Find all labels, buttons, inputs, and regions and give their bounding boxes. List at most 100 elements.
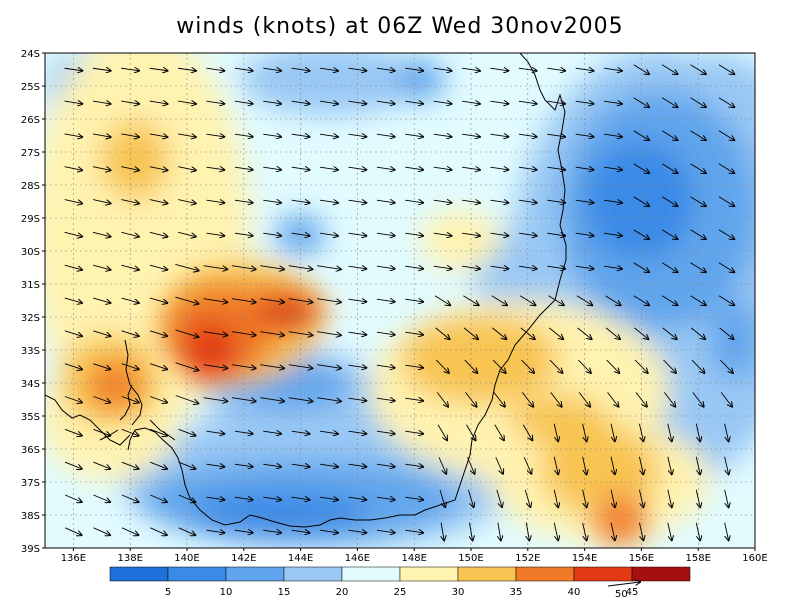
wind-vector — [547, 233, 565, 236]
wind-vector — [64, 134, 83, 137]
wind-vector — [439, 489, 445, 507]
wind-vector — [320, 530, 338, 533]
wind-vector — [234, 497, 253, 500]
wind-vector — [93, 363, 110, 370]
wind-vector — [288, 298, 313, 303]
wind-vector — [577, 327, 592, 339]
wind-vector — [553, 423, 558, 442]
wind-vector — [92, 68, 111, 71]
wind-vector — [263, 233, 281, 236]
wind-vector — [662, 327, 677, 339]
colorbar-label: 40 — [568, 587, 581, 598]
wind-vector — [317, 298, 341, 303]
wind-vector — [638, 522, 643, 541]
wind-vector — [575, 167, 594, 170]
wind-vector — [582, 456, 587, 475]
wind-vector — [260, 265, 284, 270]
reference-vector-label: 50 — [615, 589, 628, 600]
wind-vector — [149, 297, 167, 303]
wind-speed-field — [45, 53, 755, 548]
wind-vector — [234, 464, 253, 467]
wind-vector — [462, 101, 480, 104]
wind-vector — [405, 101, 423, 104]
wind-vector — [376, 299, 395, 302]
wind-vector — [149, 231, 167, 236]
wind-vector — [206, 200, 225, 203]
wind-vector — [150, 461, 167, 469]
wind-vector — [695, 489, 700, 508]
wind-vector — [661, 196, 677, 206]
wind-vector — [64, 428, 82, 435]
wind-vector — [610, 456, 615, 475]
wind-vector — [550, 392, 562, 406]
lon-label: 160E — [742, 553, 767, 564]
wind-vector — [495, 457, 503, 474]
wind-vector — [291, 200, 310, 203]
wind-vector — [317, 364, 341, 369]
wind-vector — [64, 494, 82, 502]
wind-vector — [633, 229, 649, 239]
wind-vector — [661, 295, 677, 306]
lon-label: 142E — [231, 553, 256, 564]
wind-vector — [149, 101, 168, 104]
wind-vector — [92, 101, 111, 104]
wind-vector — [523, 457, 531, 474]
wind-vector — [121, 527, 138, 535]
wind-vector — [348, 101, 367, 104]
wind-vector — [149, 363, 167, 370]
wind-vector — [234, 101, 253, 104]
wind-vector — [121, 264, 139, 270]
wind-vector — [433, 266, 452, 269]
wind-vector — [376, 398, 395, 401]
wind-vector — [436, 359, 449, 373]
wind-vector — [690, 196, 706, 206]
wind-vector — [520, 327, 535, 339]
wind-vector — [93, 461, 110, 469]
wind-vector — [93, 428, 110, 435]
wind-vector — [121, 199, 139, 204]
wind-vector — [467, 489, 473, 507]
wind-vector — [405, 134, 423, 137]
wind-vector — [547, 134, 565, 137]
wind-vector — [436, 392, 448, 406]
longitude-labels: 136E 138E 140E 142E 144E 146E 148E 150E 152E 154E… — [61, 548, 768, 564]
lon-label: 156E — [629, 553, 654, 564]
colorbar-label: 15 — [278, 587, 291, 598]
wind-vector — [234, 431, 253, 434]
map-frame — [44, 52, 756, 549]
colorbar-swatch — [283, 566, 343, 582]
wind-vector — [690, 262, 706, 272]
wind-vector — [175, 296, 198, 304]
wind-vector — [405, 530, 423, 533]
wind-vector — [206, 497, 225, 500]
wind-vector — [718, 196, 734, 206]
wind-vector — [433, 167, 452, 170]
wind-vector — [575, 200, 594, 203]
wind-vector — [466, 457, 474, 474]
wind-vector — [610, 423, 615, 442]
wind-vector — [376, 134, 395, 137]
wind-vector — [263, 134, 281, 137]
lat-label: 29S — [21, 214, 40, 225]
lat-label: 28S — [21, 181, 40, 192]
wind-vector — [575, 68, 594, 71]
wind-vector — [64, 68, 82, 71]
wind-vector — [718, 229, 734, 239]
latitude-labels: 24S 25S 26S 27S 28S 29S 30S 31S 32S 33S 34S 35S 36S 3… — [21, 49, 45, 555]
wind-vector — [178, 494, 196, 502]
wind-vector — [291, 167, 310, 170]
wind-vector — [376, 233, 395, 236]
wind-vector — [348, 266, 367, 269]
wind-vector — [638, 489, 643, 508]
wind-vector — [348, 200, 367, 203]
wind-vector — [317, 331, 341, 336]
wind-vector — [518, 101, 537, 104]
wind-vector — [149, 330, 167, 336]
wind-vector — [518, 134, 537, 137]
lat-label: 30S — [21, 247, 40, 258]
lat-label: 31S — [21, 280, 40, 291]
wind-vector — [462, 134, 480, 137]
wind-vector — [575, 233, 594, 236]
wind-vector — [667, 522, 672, 541]
wind-vector — [690, 229, 706, 239]
